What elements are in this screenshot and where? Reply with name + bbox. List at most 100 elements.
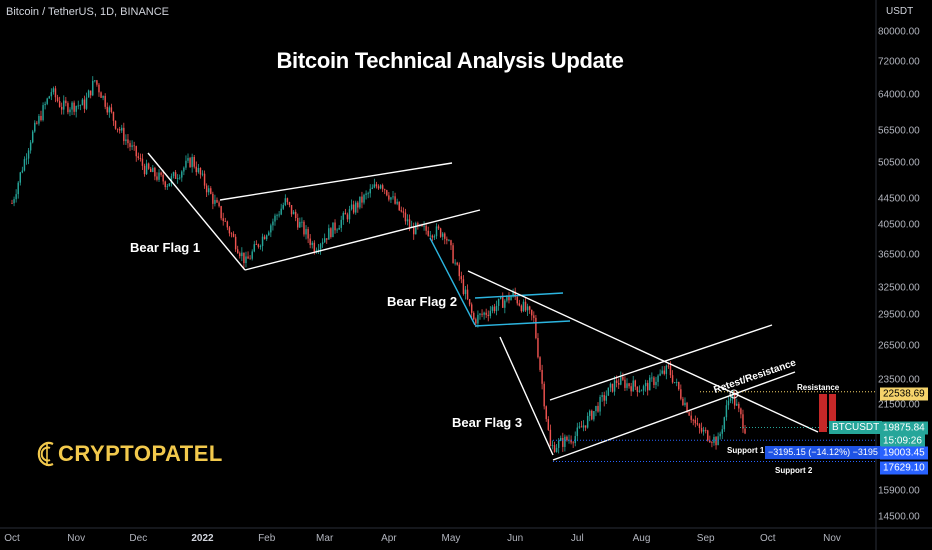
candle-body	[288, 202, 291, 205]
candle-body	[162, 174, 164, 182]
candle-body	[342, 212, 345, 220]
candle-body	[460, 276, 463, 280]
candle-body	[709, 440, 711, 443]
candle-body	[253, 244, 255, 252]
candle-body	[232, 233, 235, 237]
time-tick: Jul	[570, 533, 584, 544]
candle-body	[239, 253, 241, 257]
candle-body	[104, 95, 106, 107]
candle-body	[408, 219, 411, 228]
candle-body	[386, 190, 388, 196]
candle-body	[711, 442, 713, 444]
candle-body	[247, 256, 249, 259]
candle-body	[272, 221, 274, 226]
candle-body	[694, 419, 697, 424]
candle-body	[336, 229, 338, 231]
candle-body	[448, 240, 450, 242]
candle-body	[412, 226, 415, 235]
candle-body	[673, 382, 676, 383]
candle-body	[473, 312, 475, 320]
candle-body	[332, 222, 334, 238]
candle-body	[657, 375, 659, 382]
candle-body	[506, 295, 508, 301]
candle-body	[433, 236, 436, 238]
candle-body	[597, 405, 599, 412]
candle-body	[731, 393, 734, 399]
candle-body	[40, 115, 42, 121]
candle-body	[605, 395, 608, 401]
candle-body	[257, 244, 260, 247]
time-tick: Sep	[696, 533, 715, 544]
symbol-header[interactable]: Bitcoin / TetherUS, 1D, BINANCE	[6, 6, 170, 18]
candle-body	[398, 201, 400, 211]
candle-body	[491, 306, 494, 311]
candle-body	[245, 256, 247, 264]
bear-flag-2-label: Bear Flag 2	[387, 294, 458, 309]
candle-body	[46, 98, 48, 104]
candle-body	[427, 230, 429, 236]
candle-body	[450, 240, 452, 246]
candle-body	[462, 279, 465, 295]
candle-body	[139, 157, 142, 159]
bear-flag-2-pole	[429, 237, 476, 326]
candle-body	[38, 115, 40, 124]
resistance-price-label: 22538.69	[880, 387, 928, 401]
time-tick: Dec	[129, 533, 148, 544]
candle-body	[307, 229, 309, 239]
candle-body	[129, 143, 131, 147]
candle-body	[118, 129, 121, 131]
price-tick: 21500.00	[878, 399, 920, 411]
candle-body	[719, 433, 721, 437]
candle-body	[60, 106, 63, 110]
candle-body	[63, 100, 65, 110]
candle-body	[11, 203, 13, 204]
candle-body	[150, 168, 152, 172]
symbol-tag: BTCUSDT	[829, 421, 883, 434]
time-tick: Oct	[760, 533, 776, 544]
candle-body	[280, 208, 282, 215]
candle-body	[108, 107, 111, 113]
candle-body	[624, 379, 626, 388]
candle-body	[69, 109, 71, 113]
candle-body	[456, 262, 458, 265]
candle-body	[29, 142, 32, 151]
candle-body	[27, 150, 30, 159]
candle-body	[274, 215, 276, 222]
candle-body	[562, 438, 564, 447]
candle-body	[704, 429, 707, 431]
candle-body	[410, 226, 413, 228]
candle-body	[25, 158, 28, 160]
candle-body	[692, 419, 694, 421]
candle-body	[361, 196, 363, 203]
candle-body	[340, 219, 342, 228]
candle-body	[170, 176, 173, 184]
candle-body	[580, 426, 583, 428]
candle-body	[96, 80, 98, 85]
candle-body	[441, 233, 444, 237]
candle-body	[214, 199, 216, 204]
candle-body	[348, 209, 351, 220]
candle-body	[454, 262, 456, 264]
candle-body	[220, 206, 222, 219]
candle-body	[499, 296, 502, 299]
time-tick: Oct	[4, 533, 20, 544]
candle-body	[435, 226, 438, 237]
candle-body	[483, 312, 485, 315]
candle-body	[388, 195, 390, 200]
candle-body	[44, 103, 46, 106]
price-tick: 14500.00	[878, 511, 920, 523]
candle-body	[284, 198, 287, 206]
candle-body	[359, 196, 361, 208]
candle-body	[79, 105, 82, 106]
candle-body	[733, 393, 736, 406]
candle-body	[686, 402, 688, 413]
bear-flag-2-lower	[474, 320, 571, 327]
candle-body	[110, 107, 113, 112]
candle-body	[458, 264, 460, 277]
candle-body	[31, 131, 34, 143]
countdown-label: 15:09:26	[880, 434, 925, 448]
candle-body	[199, 167, 202, 175]
price-tick: 64000.00	[878, 89, 920, 101]
candle-body	[402, 211, 405, 213]
